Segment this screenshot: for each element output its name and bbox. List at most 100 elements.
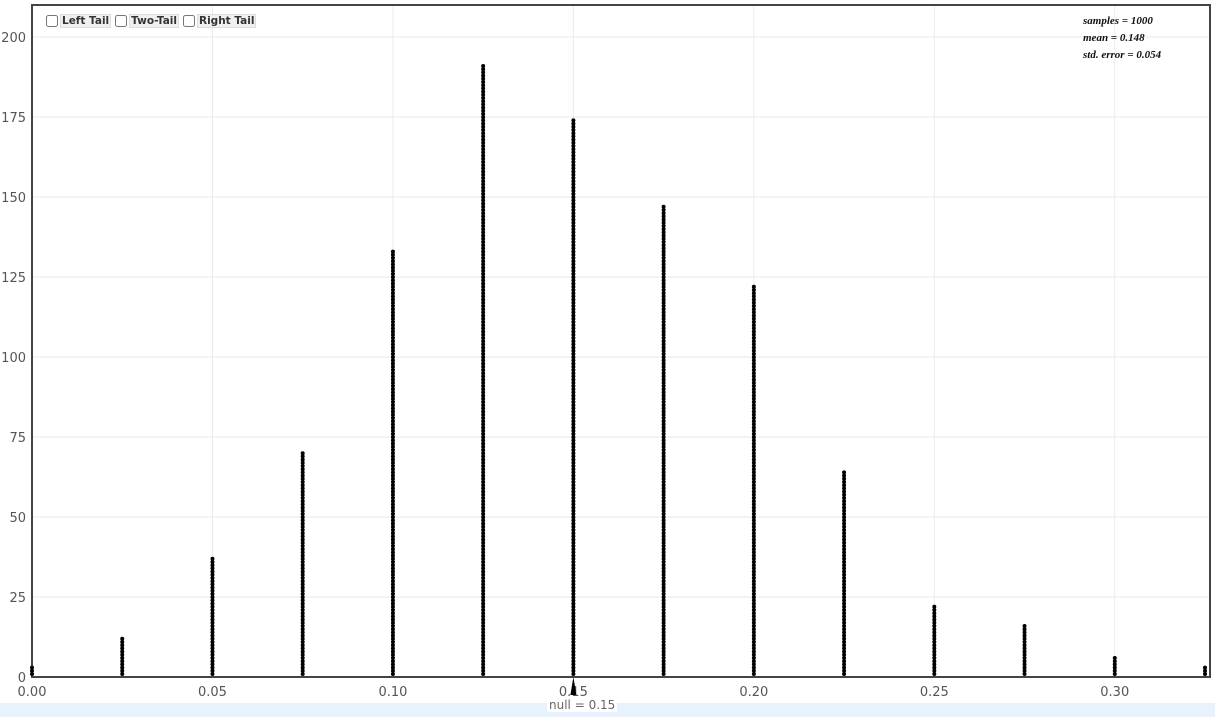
dot (571, 489, 576, 494)
dot (481, 636, 486, 641)
dot (661, 377, 666, 382)
dot (571, 393, 576, 398)
dot (661, 364, 666, 369)
dot (1022, 624, 1027, 628)
dot (571, 499, 576, 504)
dot (751, 672, 756, 676)
dot (390, 643, 395, 648)
dot (751, 531, 756, 536)
dot (481, 492, 486, 497)
dot (481, 537, 486, 542)
dot (390, 316, 395, 321)
dot (661, 460, 666, 465)
dot (571, 601, 576, 606)
dot (842, 553, 847, 558)
dot (661, 668, 666, 673)
dot (661, 534, 666, 539)
dot (210, 611, 215, 616)
dot (481, 630, 486, 635)
dot (481, 329, 486, 334)
dot (481, 496, 486, 500)
dot (481, 620, 486, 625)
dot (390, 582, 395, 587)
dot (751, 339, 756, 344)
dot (842, 643, 847, 648)
dot (571, 652, 576, 657)
dot (120, 656, 125, 660)
dot (481, 211, 486, 216)
dot (661, 640, 666, 644)
dot (571, 604, 576, 609)
dot (932, 640, 937, 644)
dot (571, 262, 576, 267)
dot (481, 80, 486, 84)
dot (932, 649, 937, 654)
dot (481, 512, 486, 516)
two-tail-option[interactable]: Two-Tail (115, 14, 179, 28)
dot (571, 172, 576, 177)
dot (1022, 652, 1027, 657)
dot (661, 560, 666, 564)
dot (661, 371, 666, 376)
dot (661, 380, 666, 385)
dot (661, 486, 666, 491)
dot (571, 512, 576, 516)
dot (390, 464, 395, 468)
dot (661, 531, 666, 536)
dot (481, 544, 486, 548)
dot (571, 284, 576, 289)
dot (842, 627, 847, 632)
dot (842, 524, 847, 529)
dot (571, 588, 576, 593)
dot (481, 371, 486, 376)
dot (481, 297, 486, 302)
dot (300, 464, 305, 468)
dot (390, 326, 395, 331)
dot (751, 387, 756, 392)
dot (751, 428, 756, 433)
dot (661, 374, 666, 379)
dot (751, 572, 756, 577)
dot (661, 265, 666, 270)
dot (661, 320, 666, 324)
dot (571, 384, 576, 388)
dot (571, 464, 576, 468)
two-tail-checkbox[interactable] (115, 15, 128, 27)
dot (661, 476, 666, 481)
dot (210, 601, 215, 606)
dot (300, 476, 305, 481)
left-tail-checkbox[interactable] (46, 15, 58, 27)
dot-column (932, 604, 937, 676)
dot (481, 192, 486, 196)
dot (481, 601, 486, 606)
dot (571, 268, 576, 273)
dot (661, 406, 666, 411)
dot (481, 598, 486, 603)
right-tail-checkbox[interactable] (183, 15, 195, 27)
dot (571, 140, 576, 145)
dot (481, 182, 486, 187)
dot (390, 659, 395, 664)
dot (300, 480, 305, 484)
dot (842, 656, 847, 660)
dot (300, 579, 305, 584)
dot (390, 611, 395, 616)
dot (210, 665, 215, 670)
dot (481, 470, 486, 475)
dot (481, 86, 486, 91)
dot (390, 640, 395, 644)
right-tail-option[interactable]: Right Tail (183, 14, 257, 28)
dot (751, 448, 756, 452)
dot (571, 374, 576, 379)
dot (751, 345, 756, 350)
dot (210, 556, 215, 561)
left-tail-option[interactable]: Left Tail (46, 14, 112, 28)
dot (481, 662, 486, 667)
dot (661, 208, 666, 212)
dot (300, 556, 305, 561)
dot (571, 505, 576, 510)
dot (390, 432, 395, 436)
dot (481, 560, 486, 564)
dot (210, 636, 215, 641)
dot (481, 240, 486, 244)
